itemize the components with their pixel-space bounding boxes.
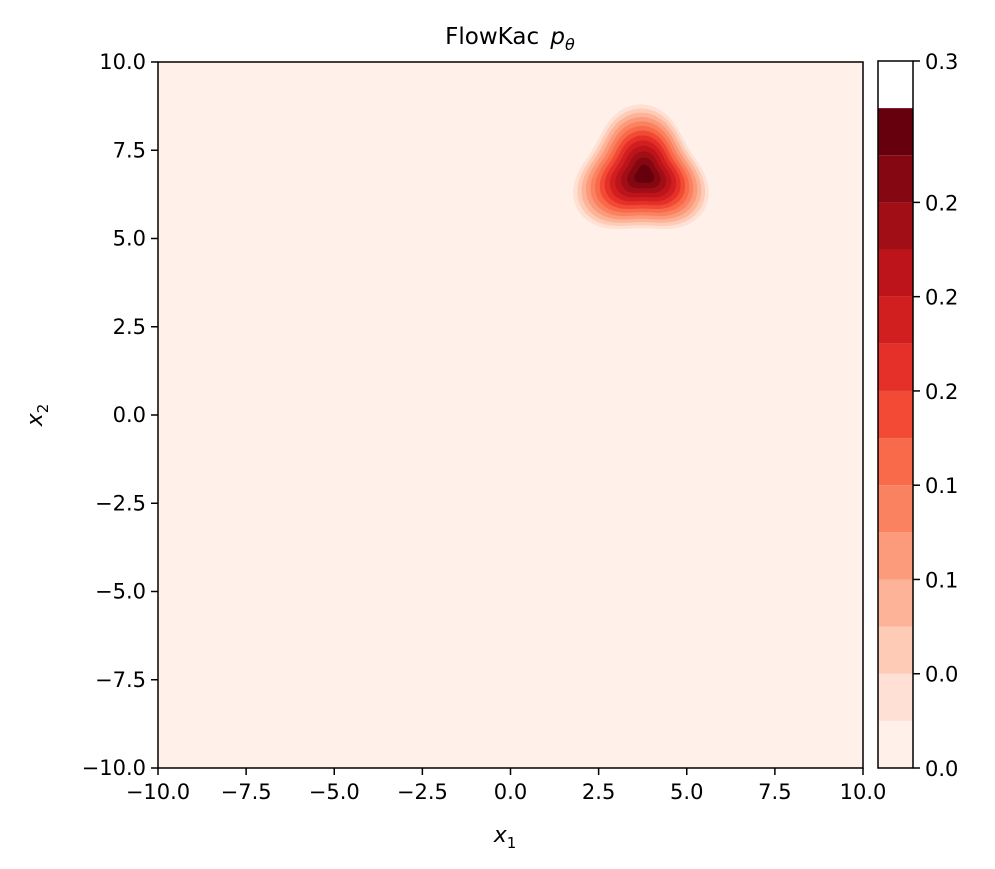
y-tick-label: 5.0 <box>113 227 146 251</box>
y-tick-label: 2.5 <box>113 315 146 339</box>
colorbar-band <box>878 673 913 721</box>
x-tick-label: −10.0 <box>126 780 190 804</box>
colorbar-tick-label: 0.2 <box>925 286 958 310</box>
y-axis-ticks: −10.0 −7.5 −5.0 −2.5 0.0 2.5 5.0 7.5 10.0 <box>82 50 158 780</box>
x-axis-label: x1 <box>493 823 517 852</box>
colorbar-band <box>878 390 913 439</box>
colorbar-tick-label: 0.2 <box>925 191 958 215</box>
plot-area <box>157 61 864 769</box>
contour-level-13 <box>634 164 655 183</box>
colorbar-frame <box>877 60 914 769</box>
x-tick-label: −7.5 <box>221 780 272 804</box>
x-tick-label: 7.5 <box>758 780 791 804</box>
y-tick-label: 10.0 <box>99 50 146 74</box>
x-tick-label: 10.0 <box>840 780 887 804</box>
colorbar-band <box>878 343 913 391</box>
colorbar-band <box>878 296 913 344</box>
y-tick-label: −5.0 <box>95 580 146 604</box>
density-peak <box>638 172 644 178</box>
colorbar: 0.0 0.0 0.1 0.1 0.2 0.2 0.2 0.3 <box>877 50 958 781</box>
chart-title: FlowKac pθ <box>445 24 575 54</box>
colorbar-band <box>878 155 913 203</box>
colorbar-bands <box>878 108 913 768</box>
plot-background <box>158 62 863 768</box>
colorbar-band <box>878 108 913 156</box>
colorbar-tick-label: 0.1 <box>925 474 958 498</box>
colorbar-band <box>878 485 913 533</box>
colorbar-tick-label: 0.2 <box>925 380 958 404</box>
colorbar-band <box>878 626 913 674</box>
colorbar-band <box>878 202 913 250</box>
y-tick-label: 7.5 <box>113 138 146 162</box>
density-contours <box>573 104 709 230</box>
y-tick-label: −10.0 <box>82 756 146 780</box>
x-tick-label: 5.0 <box>670 780 703 804</box>
x-tick-label: −2.5 <box>397 780 448 804</box>
y-tick-label: −2.5 <box>95 491 146 515</box>
colorbar-tick-label: 0.1 <box>925 568 958 592</box>
colorbar-band <box>878 438 913 486</box>
x-tick-label: −5.0 <box>309 780 360 804</box>
y-tick-label: 0.0 <box>113 403 146 427</box>
y-tick-label: −7.5 <box>95 668 146 692</box>
colorbar-band <box>878 532 913 580</box>
colorbar-tick-label: 0.0 <box>925 663 958 687</box>
colorbar-tick-label: 0.3 <box>925 50 958 74</box>
colorbar-tick-label: 0.0 <box>925 757 958 781</box>
colorbar-band <box>878 579 913 627</box>
colorbar-band <box>878 720 913 768</box>
x-tick-label: 2.5 <box>582 780 615 804</box>
colorbar-ticks: 0.0 0.0 0.1 0.1 0.2 0.2 0.2 0.3 <box>913 50 958 781</box>
y-axis-label: x2 <box>23 404 52 428</box>
x-axis-ticks: −10.0 −7.5 −5.0 −2.5 0.0 2.5 5.0 7.5 10.0 <box>126 768 887 804</box>
colorbar-band <box>878 249 913 297</box>
x-tick-label: 0.0 <box>494 780 527 804</box>
